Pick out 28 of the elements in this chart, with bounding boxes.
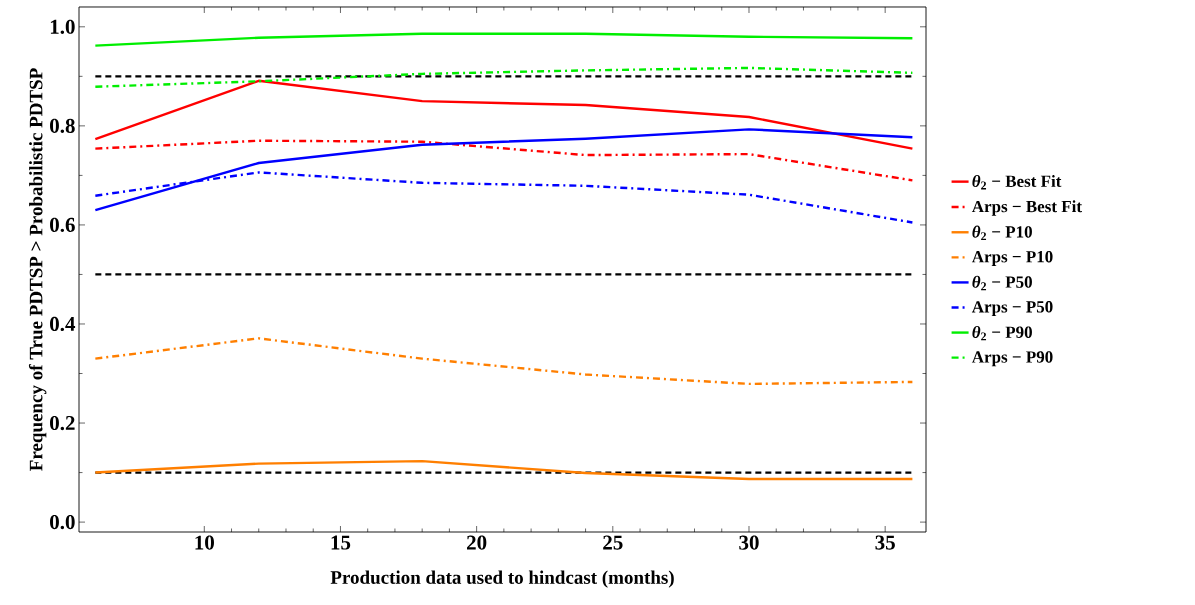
y-tick-label: 0.8 [50,118,75,133]
line-series [94,139,914,182]
legend-label: θ$_{2}$ − P50 [972,275,1032,291]
line-series [94,459,914,481]
line-series [94,337,914,386]
x-tick-label: 10 [195,535,214,550]
x-axis-title: Production data used to hindcast (months) [330,570,674,588]
legend-label: θ$_{2}$ − P10 [972,225,1032,241]
y-tick-label: 1.0 [50,19,75,34]
legend-label: Arps − Best Fit [971,200,1082,216]
x-tick-label: 25 [603,535,623,550]
legend-label: θ$_{2}$ − Best Fit [972,174,1062,190]
legend-label: Arps − P50 [971,301,1053,317]
y-axis-title: Frequency of True PDTSP > Probabilistic PDTSP [28,68,47,471]
x-tick-label: 30 [739,535,759,550]
x-tick-label: 20 [467,535,487,550]
y-tick-label: 0.0 [50,514,75,530]
line-series [94,79,914,150]
line-series [94,66,914,88]
x-tick-label: 15 [331,535,351,550]
y-tick-label: 0.4 [50,316,76,332]
legend-label: Arps − P90 [971,351,1053,367]
x-tick-label: 35 [875,535,895,550]
legend-label: θ$_{2}$ − P90 [972,325,1032,341]
y-tick-label: 0.6 [50,217,75,233]
line-series [94,32,914,47]
y-tick-label: 0.2 [50,415,75,431]
legend-label: Arps − P10 [971,250,1053,266]
